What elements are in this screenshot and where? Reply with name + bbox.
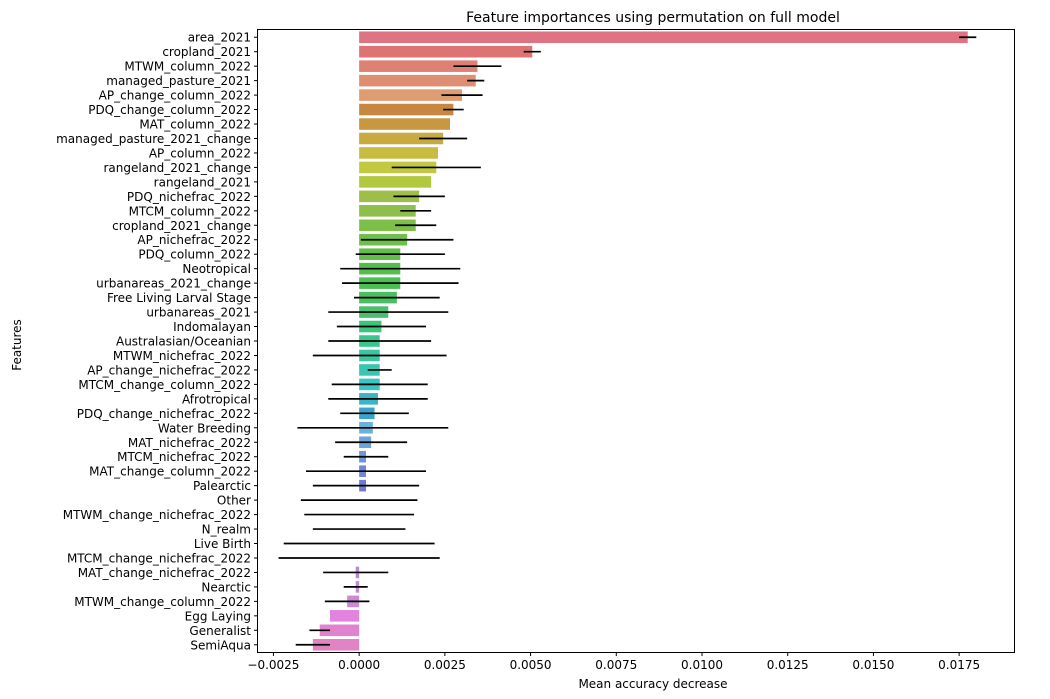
bar <box>359 89 462 101</box>
y-tick-label: Australasian/Oceanian <box>116 335 251 349</box>
y-tick-label: MAT_change_nichefrac_2022 <box>78 566 251 580</box>
x-tick-label: 0.0100 <box>681 658 723 672</box>
y-tick-label: MTWM_column_2022 <box>124 60 251 74</box>
y-tick-label: Indomalayan <box>173 320 251 334</box>
y-tick-label: MAT_column_2022 <box>139 118 251 132</box>
bar <box>359 205 416 217</box>
x-tick-label: 0.0050 <box>510 658 552 672</box>
y-tick-label: urbanareas_2021_change <box>96 277 251 291</box>
x-tick-label: 0.0150 <box>852 658 894 672</box>
y-tick-label: Nearctic <box>201 580 251 594</box>
y-tick-label: managed_pasture_2021 <box>106 74 251 88</box>
bar <box>359 118 450 130</box>
bar <box>330 610 360 622</box>
y-tick-label: urbanareas_2021 <box>146 306 251 320</box>
bar <box>359 103 454 116</box>
y-tick-label: MTWM_nichefrac_2022 <box>113 349 251 363</box>
y-tick-label: AP_nichefrac_2022 <box>137 233 251 247</box>
chart-title: Feature importances using permutation on… <box>466 10 840 26</box>
x-tick-label: 0.0125 <box>767 658 809 672</box>
bar <box>359 219 416 232</box>
y-tick-label: Afrotropical <box>182 392 251 406</box>
bar <box>359 176 432 188</box>
y-tick-label: PDQ_change_column_2022 <box>88 103 251 117</box>
y-tick-label: Free Living Larval Stage <box>107 291 251 305</box>
y-axis-label: Features <box>10 319 24 371</box>
y-tick-label: MTCM_change_nichefrac_2022 <box>67 551 251 565</box>
x-tick-label: 0.0175 <box>938 658 980 672</box>
bar <box>359 74 476 87</box>
y-tick-label: cropland_2021 <box>162 45 251 59</box>
y-tick-label: rangeland_2021 <box>154 175 251 189</box>
bar <box>359 31 968 44</box>
y-tick-label: MAT_change_column_2022 <box>89 465 251 479</box>
bar <box>359 45 533 58</box>
y-ticks-layer: area_2021cropland_2021MTWM_column_2022ma… <box>56 31 258 652</box>
x-tick-label: 0.0025 <box>424 658 466 672</box>
y-tick-label: Egg Laying <box>185 609 251 623</box>
bar <box>359 147 438 159</box>
y-tick-label: Generalist <box>189 624 251 638</box>
y-tick-label: MTCM_change_column_2022 <box>78 378 251 392</box>
y-tick-label: managed_pasture_2021_change <box>56 132 251 146</box>
error-bars-layer <box>278 36 977 646</box>
x-tick-label: −0.0025 <box>247 658 299 672</box>
y-tick-label: AP_change_column_2022 <box>99 89 251 103</box>
y-tick-label: AP_column_2022 <box>149 146 251 160</box>
y-tick-label: MTWM_change_column_2022 <box>74 595 251 609</box>
y-tick-label: AP_change_nichefrac_2022 <box>87 363 251 377</box>
y-tick-label: MTCM_nichefrac_2022 <box>117 450 251 464</box>
y-tick-label: area_2021 <box>188 31 251 45</box>
y-tick-label: MTCM_column_2022 <box>129 204 251 218</box>
bar <box>319 624 360 637</box>
y-tick-label: SemiAqua <box>190 638 251 652</box>
y-tick-label: Live Birth <box>194 537 251 551</box>
bar <box>312 638 360 651</box>
x-ticks-layer: −0.0025 0.0000 0.0025 0.0050 0.0075 0.0100 0.0… <box>247 652 980 672</box>
bar <box>359 60 478 72</box>
bar <box>359 132 444 145</box>
y-tick-label: PDQ_nichefrac_2022 <box>127 190 251 204</box>
y-tick-label: PDQ_change_nichefrac_2022 <box>77 407 251 421</box>
y-tick-label: MAT_nichefrac_2022 <box>128 436 251 450</box>
y-tick-label: Palearctic <box>193 479 251 493</box>
y-tick-label: Water Breeding <box>158 421 251 435</box>
y-tick-label: Other <box>217 494 251 508</box>
bar <box>359 190 420 203</box>
y-tick-label: N_realm <box>202 523 251 537</box>
y-tick-label: rangeland_2021_change <box>103 161 251 175</box>
y-tick-label: PDQ_column_2022 <box>138 248 251 262</box>
x-tick-label: 0.0075 <box>595 658 637 672</box>
y-tick-label: MTWM_change_nichefrac_2022 <box>63 508 251 522</box>
plot-frame <box>257 29 1015 653</box>
y-tick-label: Neotropical <box>182 262 251 276</box>
x-axis-label: Mean accuracy decrease <box>578 677 727 691</box>
y-tick-label: cropland_2021_change <box>112 219 251 233</box>
x-tick-label: 0.0000 <box>338 658 380 672</box>
